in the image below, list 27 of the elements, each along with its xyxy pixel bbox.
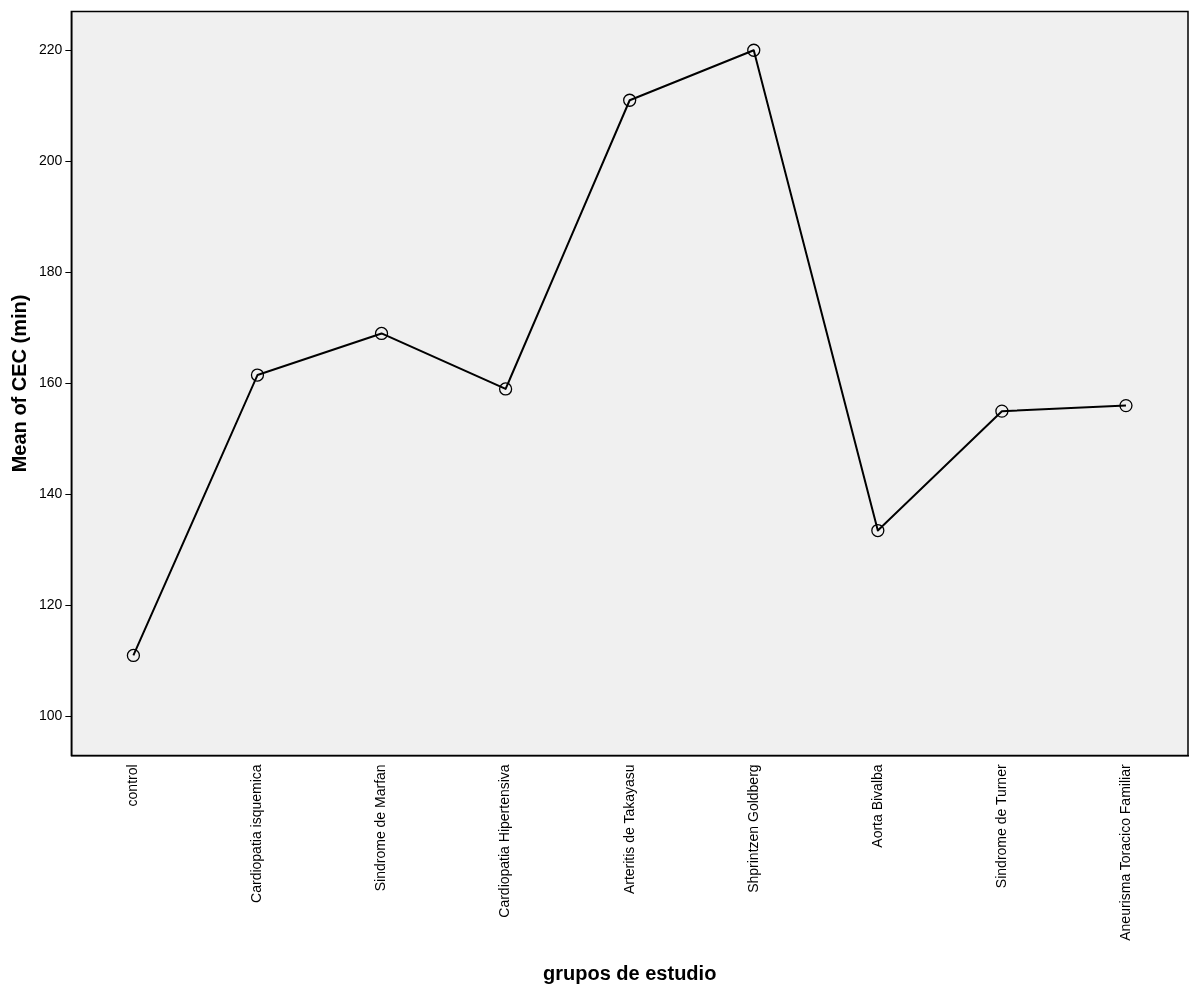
point (374, 326, 389, 341)
x-tick-label: control (124, 764, 141, 807)
point (1119, 398, 1133, 413)
point (250, 368, 265, 382)
y-tick-label: 160 (39, 374, 63, 391)
y-tick-label: 120 (39, 596, 63, 613)
x-axis-title: grupos de estudio (543, 961, 717, 984)
x-tick-label: Aorta Bivalba (868, 764, 885, 848)
x-tick-label: Cardiopatia Hipertensiva (496, 764, 513, 918)
x-tick-label: Arteritis de Takayasu (620, 764, 637, 895)
y-tick-label: 140 (39, 485, 63, 502)
x-tick-label: Cardiopatia isquemica (248, 764, 265, 903)
y-tick-label: 220 (39, 41, 63, 58)
y-tick-label: 180 (39, 263, 63, 280)
x-tick-label: Aneurisma Toracico Familiar (1116, 764, 1133, 941)
x-tick-label: Sindrome de Marfan (372, 764, 389, 892)
point (871, 523, 885, 538)
point (623, 93, 637, 107)
point (126, 648, 141, 663)
x-tick-label: Shprintzen Goldberg (744, 764, 761, 893)
point (747, 43, 761, 57)
x-tick-label: Sindrome de Turner (992, 764, 1009, 889)
y-tick-label: 100 (39, 707, 63, 724)
y-tick-label: 200 (39, 152, 63, 169)
point (498, 382, 513, 396)
y-axis-title: Mean of CEC (min) (7, 294, 30, 473)
point (995, 404, 1009, 418)
